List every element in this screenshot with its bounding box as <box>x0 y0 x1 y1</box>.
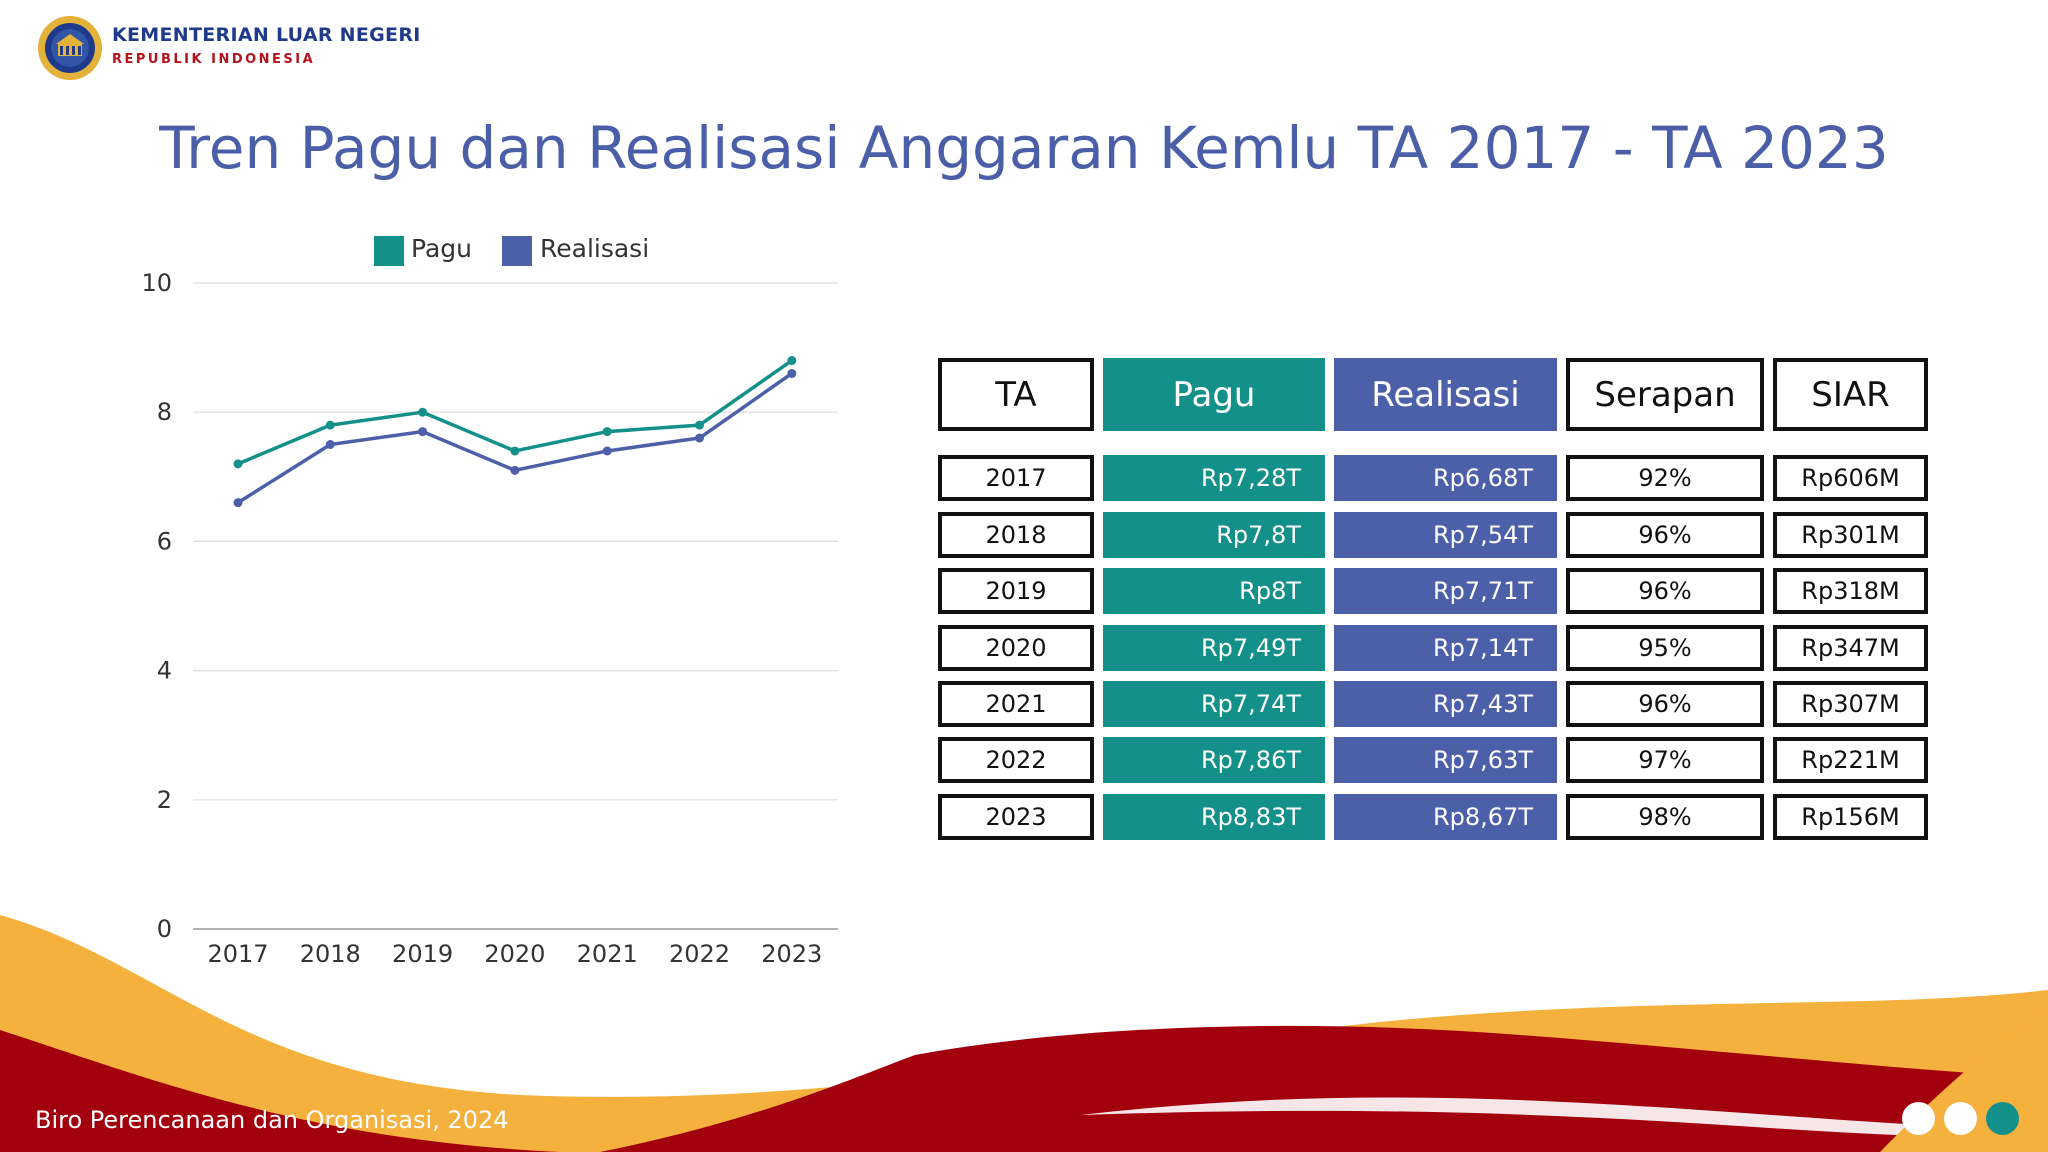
table-cell-serapan: 96% <box>1566 568 1764 614</box>
x-tick-label: 2018 <box>300 940 361 968</box>
table-cell-pagu: Rp7,8T <box>1103 512 1325 558</box>
table-cell-siar: Rp307M <box>1773 681 1928 727</box>
data-point-realisasi <box>510 465 520 475</box>
data-point-pagu <box>602 427 612 437</box>
table-cell-realisasi: Rp7,43T <box>1334 681 1557 727</box>
table-cell-serapan: 98% <box>1566 794 1764 840</box>
table-cell-pagu: Rp8T <box>1103 568 1325 614</box>
x-tick-label: 2020 <box>484 940 545 968</box>
nav-dot-1[interactable] <box>1902 1102 1935 1135</box>
table-cell-ta: 2023 <box>938 794 1094 840</box>
table-cell-realisasi: Rp7,63T <box>1334 737 1557 783</box>
table-cell-serapan: 95% <box>1566 625 1764 671</box>
table-cell-ta: 2017 <box>938 455 1094 501</box>
table-cell-siar: Rp318M <box>1773 568 1928 614</box>
table-header-ta: TA <box>938 358 1094 431</box>
data-point-pagu <box>325 420 335 430</box>
table-cell-ta: 2018 <box>938 512 1094 558</box>
x-tick-label: 2019 <box>392 940 453 968</box>
table-cell-ta: 2021 <box>938 681 1094 727</box>
legend-swatch-pagu <box>374 236 404 266</box>
kemlu-emblem-logo <box>38 16 102 80</box>
table-cell-siar: Rp156M <box>1773 794 1928 840</box>
table-cell-ta: 2020 <box>938 625 1094 671</box>
table-cell-pagu: Rp7,28T <box>1103 455 1325 501</box>
table-cell-ta: 2019 <box>938 568 1094 614</box>
org-subtitle: REPUBLIK INDONESIA <box>112 52 316 67</box>
nav-dot-2[interactable] <box>1944 1102 1977 1135</box>
y-tick-label: 6 <box>157 527 172 555</box>
footer-source: Biro Perencanaan dan Organisasi, 2024 <box>35 1106 509 1134</box>
data-point-pagu <box>233 459 243 469</box>
table-cell-realisasi: Rp7,14T <box>1334 625 1557 671</box>
table-cell-siar: Rp347M <box>1773 625 1928 671</box>
x-tick-label: 2022 <box>669 940 730 968</box>
data-point-realisasi <box>787 368 797 378</box>
y-tick-label: 10 <box>141 269 172 297</box>
table-cell-ta: 2022 <box>938 737 1094 783</box>
data-point-realisasi <box>418 427 428 437</box>
table-cell-serapan: 96% <box>1566 681 1764 727</box>
legend-swatch-realisasi <box>502 236 532 266</box>
table-header-siar: SIAR <box>1773 358 1928 431</box>
table-header-realisasi: Realisasi <box>1334 358 1557 431</box>
table-cell-realisasi: Rp6,68T <box>1334 455 1557 501</box>
table-cell-pagu: Rp7,86T <box>1103 737 1325 783</box>
data-point-pagu <box>418 407 428 417</box>
data-point-realisasi <box>325 440 335 449</box>
nav-dot-3[interactable] <box>1986 1102 2019 1135</box>
data-point-realisasi <box>602 446 612 456</box>
table-header-pagu: Pagu <box>1103 358 1325 431</box>
table-header-serapan: Serapan <box>1566 358 1764 431</box>
data-point-pagu <box>787 356 797 366</box>
x-tick-label: 2021 <box>577 940 638 968</box>
table-cell-serapan: 92% <box>1566 455 1764 501</box>
x-tick-label: 2017 <box>207 940 268 968</box>
x-tick-label: 2023 <box>761 940 822 968</box>
table-cell-realisasi: Rp7,71T <box>1334 568 1557 614</box>
data-point-pagu <box>510 446 520 456</box>
y-tick-label: 4 <box>157 657 172 685</box>
table-cell-pagu: Rp7,74T <box>1103 681 1325 727</box>
y-tick-label: 2 <box>157 786 172 814</box>
data-point-pagu <box>695 420 704 430</box>
table-cell-siar: Rp301M <box>1773 512 1928 558</box>
y-tick-label: 0 <box>157 915 172 943</box>
y-tick-label: 8 <box>157 398 172 426</box>
table-cell-pagu: Rp8,83T <box>1103 794 1325 840</box>
table-cell-siar: Rp221M <box>1773 737 1928 783</box>
table-cell-serapan: 97% <box>1566 737 1764 783</box>
data-point-realisasi <box>695 433 704 443</box>
page-title: Tren Pagu dan Realisasi Anggaran Kemlu T… <box>159 114 1889 182</box>
legend-label-realisasi: Realisasi <box>540 234 650 263</box>
data-point-realisasi <box>233 498 243 508</box>
table-cell-realisasi: Rp8,67T <box>1334 794 1557 840</box>
table-cell-serapan: 96% <box>1566 512 1764 558</box>
table-cell-realisasi: Rp7,54T <box>1334 512 1557 558</box>
org-name: KEMENTERIAN LUAR NEGERI <box>112 24 421 46</box>
table-cell-siar: Rp606M <box>1773 455 1928 501</box>
table-cell-pagu: Rp7,49T <box>1103 625 1325 671</box>
series-line-realisasi <box>237 372 793 505</box>
legend-label-pagu: Pagu <box>411 234 472 263</box>
line-chart: 0 2 4 6 8 10 2017 2018 2019 2020 2021 2022 2023 <box>141 269 838 968</box>
